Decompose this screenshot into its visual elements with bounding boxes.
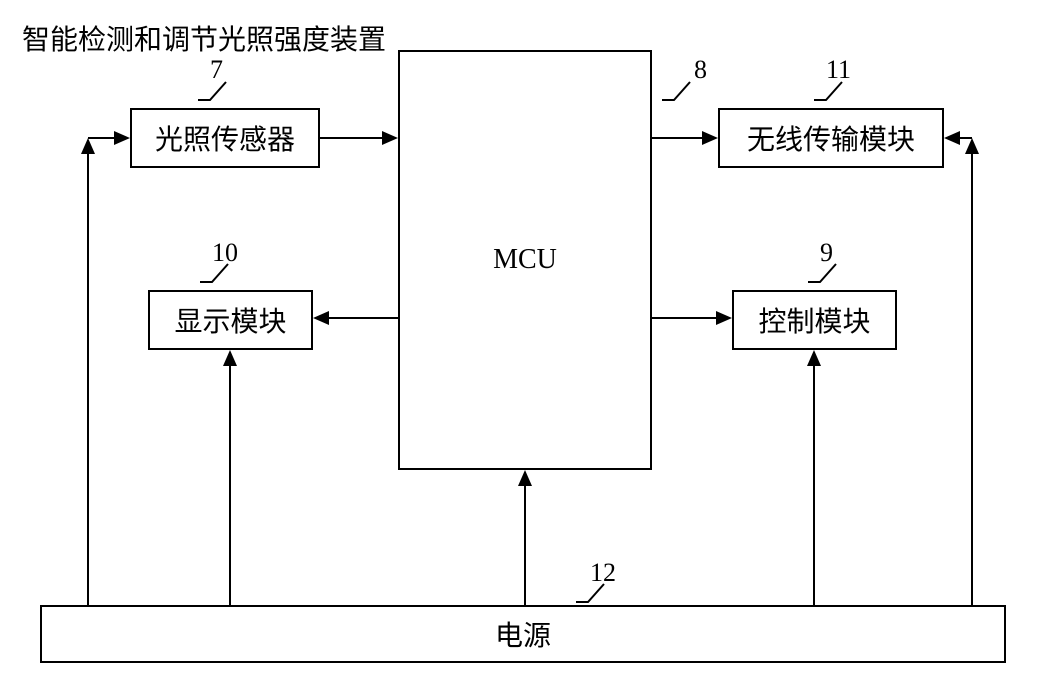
edge-power-to-sensor-vert	[81, 138, 95, 605]
edge-power-to-display	[223, 350, 237, 605]
edge-mcu-to-display	[313, 311, 398, 325]
edge-power-to-control	[807, 350, 821, 605]
diagram-stage: 智能检测和调节光照强度装置 光照传感器 MCU 显示模块 控制模块 无线传输模块…	[0, 0, 1046, 687]
edge-power-to-wireless-horz	[944, 131, 972, 145]
edge-power-to-wireless-vert	[965, 138, 979, 605]
edges-layer	[0, 0, 1046, 687]
edge-power-to-sensor-horz	[88, 131, 130, 145]
edge-sensor-to-mcu	[320, 131, 398, 145]
edge-mcu-to-control	[652, 311, 732, 325]
edge-power-to-mcu	[518, 470, 532, 605]
edge-mcu-to-wireless	[652, 131, 718, 145]
